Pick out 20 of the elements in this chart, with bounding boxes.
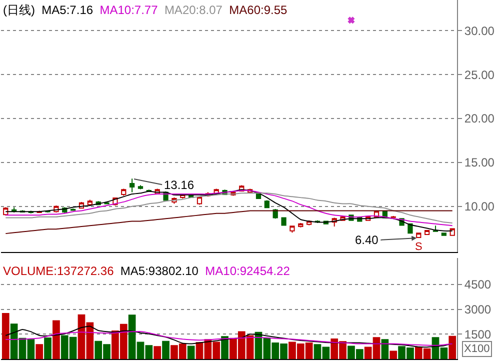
- text: VOLUME:137272.36: [3, 264, 114, 278]
- text: MA60:9.55: [229, 3, 288, 17]
- text: MA20:8.07: [164, 3, 223, 17]
- text: X100: [464, 343, 490, 355]
- annotation: S: [415, 241, 422, 253]
- y-tick-label: 15.00: [464, 156, 495, 170]
- y-tick-label: 3000: [464, 302, 492, 317]
- y-tick-label: 25.00: [464, 68, 495, 82]
- y-tick-label: 30.00: [464, 24, 495, 38]
- text: MA5:7.16: [42, 3, 94, 17]
- y-tick-label: 1500: [464, 327, 492, 342]
- text: MA5:93802.10: [120, 264, 199, 278]
- chart-title: (日线): [3, 3, 35, 17]
- y-tick-label: 20.00: [464, 112, 495, 126]
- text: MA10:92454.22: [205, 264, 290, 278]
- y-tick-label: 4500: [464, 278, 492, 292]
- annotation: 13.16: [164, 178, 194, 192]
- text: MA10:7.77: [100, 3, 158, 17]
- y-tick-label: 10.00: [464, 200, 495, 214]
- annotation: 6.40: [355, 233, 379, 247]
